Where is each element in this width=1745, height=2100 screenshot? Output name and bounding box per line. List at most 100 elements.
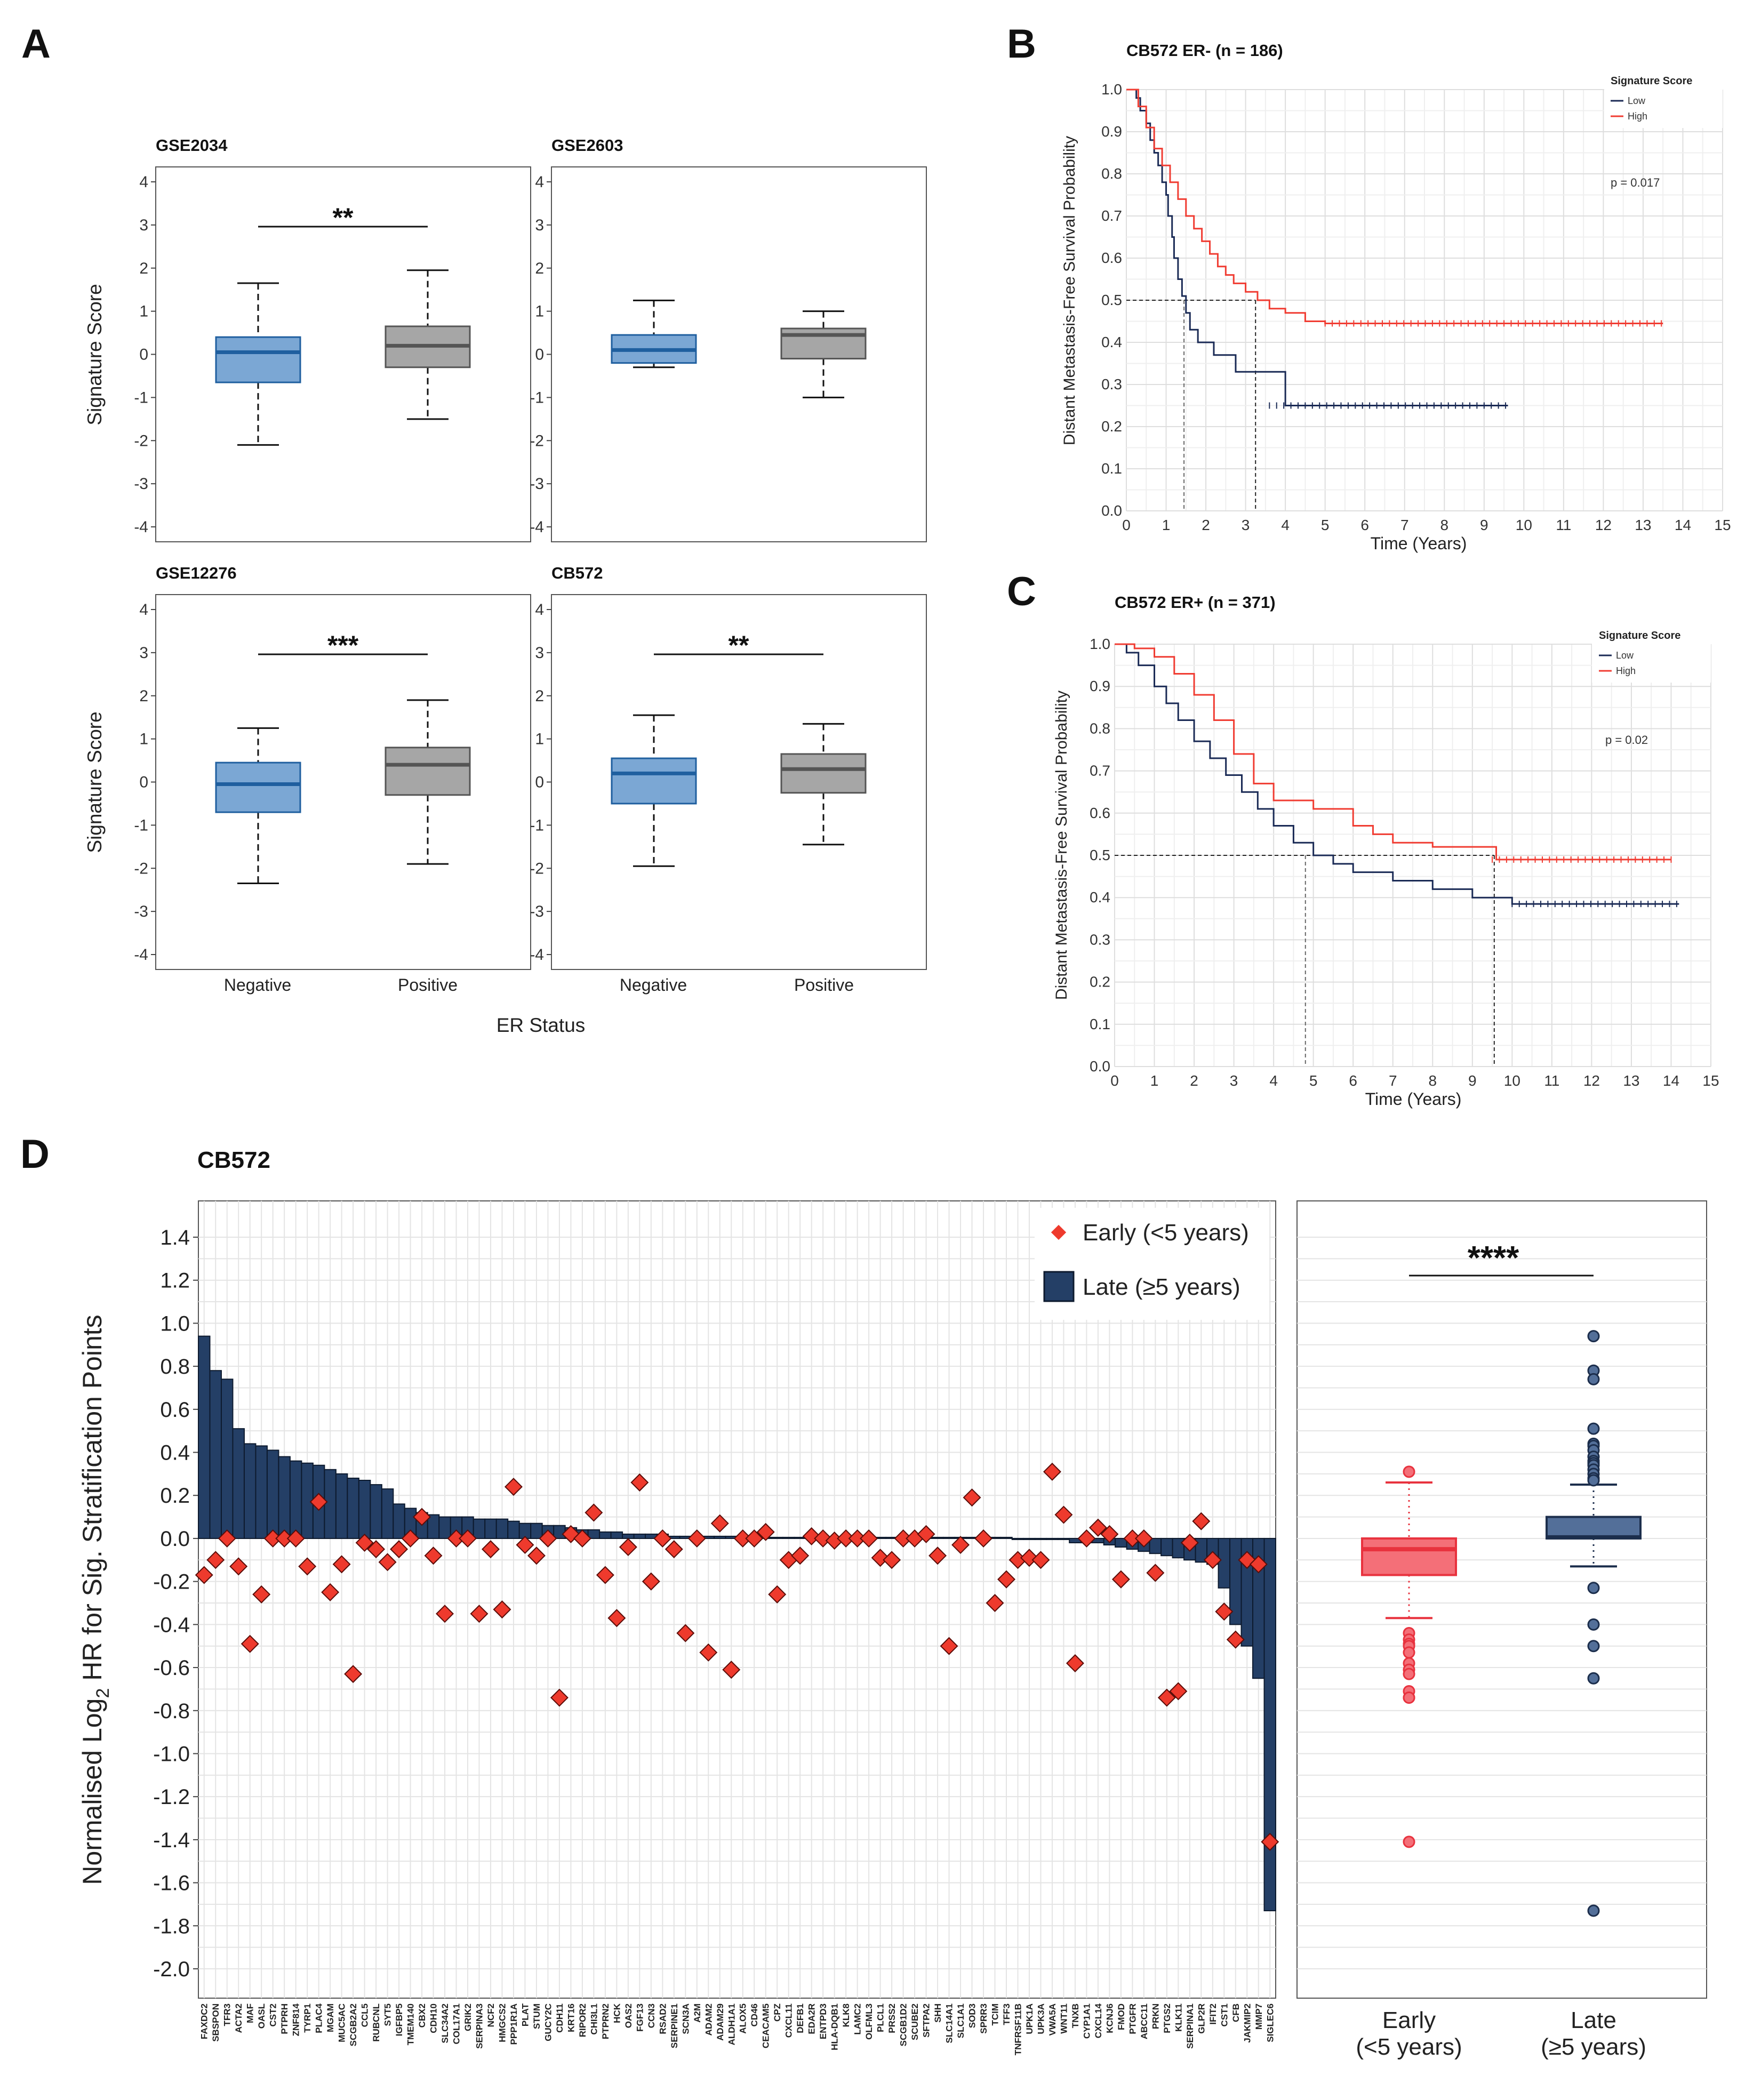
early-diamond: [607, 1609, 626, 1628]
late-bar: [530, 1522, 543, 1539]
gene-label: EDA2R: [807, 2003, 817, 2034]
y-tick-label: 1.2: [160, 1269, 190, 1293]
early-diamond: [928, 1546, 947, 1565]
early-diamond: [1077, 1529, 1096, 1548]
gene-label: WNT11: [1059, 2003, 1069, 2034]
outlier-point: [1587, 1904, 1600, 1917]
gene-label: CXCL11: [784, 2003, 794, 2038]
y-tick-label: 0.8: [160, 1355, 190, 1378]
x-tick-label: 9: [1468, 1072, 1477, 1089]
x-tick-label: 3: [1242, 517, 1250, 533]
y-tick-label: 0.8: [1101, 165, 1122, 182]
early-diamond: [367, 1540, 386, 1559]
legend: Early (<5 years) Late (≥5 years): [1035, 1208, 1269, 1320]
gene-label: CST1: [1219, 2003, 1229, 2026]
x-tick-label: 13: [1635, 517, 1651, 533]
early-diamond: [1203, 1551, 1222, 1569]
panel-label-d: D: [20, 1132, 50, 1177]
x-category-line: Late: [1571, 2007, 1616, 2033]
y-axis: 1.4 1.2 1.0 0.8 0.6 0.4 0.2 0.0 -0.2 -0.4 -0.6 -0.8…: [153, 1226, 198, 1981]
early-diamonds: [195, 1462, 1279, 1851]
gene-label: RIPOR2: [578, 2003, 588, 2037]
gene-label: CEACAM5: [761, 2003, 771, 2048]
early-diamond: [699, 1643, 718, 1662]
gene-label: ADAM2: [703, 2003, 714, 2035]
x-tick-label: 14: [1675, 517, 1691, 533]
y-tick-label: 0.6: [160, 1398, 190, 1422]
panel-d: CB572 1.4 1.2 1.0 0.8 0.6 0.4 0.2 0.0 -0.2 -0.4 -0…: [77, 1147, 1707, 2060]
late-bar: [610, 1531, 623, 1539]
y-tick-label: 1.0: [1090, 636, 1110, 652]
y-tick-label: 1: [535, 731, 544, 748]
y-axis: 4 3 2 1 0 -1 -2 -3 -4: [530, 173, 551, 536]
early-diamond: [447, 1529, 466, 1548]
gene-label: ALDH1A1: [726, 2003, 737, 2045]
y-tick-label: 0: [139, 346, 148, 364]
box-negative: [215, 762, 301, 813]
late-bar: [782, 1536, 795, 1539]
outlier-point: [1587, 1582, 1600, 1594]
early-diamond: [894, 1529, 912, 1548]
gene-label: SERPINE1: [669, 2003, 679, 2048]
x-tick-label: 10: [1516, 517, 1532, 533]
late-bar: [324, 1469, 337, 1539]
y-tick-label: -3: [134, 903, 148, 920]
gene-labels: FAXDC2 SBSPON TFR3 ACTA2 MAF OASL CST2 PTPRH ZNF…: [199, 2003, 1276, 2055]
box-negative: [215, 336, 301, 383]
gene-label: CD46: [749, 2003, 759, 2026]
gene-label: ADAM29: [715, 2003, 725, 2041]
y-tick-label: 4: [535, 173, 544, 191]
y-tick-label: 0.0: [160, 1527, 190, 1551]
early-diamond: [344, 1665, 363, 1684]
x-tick-label: Negative: [620, 975, 687, 995]
gene-label: PLAC4: [314, 2003, 324, 2033]
early-diamond: [951, 1536, 970, 1554]
y-tick-label: -0.2: [153, 1570, 190, 1594]
early-diamond: [1226, 1630, 1245, 1649]
y-tick-label: 0.2: [1090, 974, 1110, 990]
y-tick-label: 0.1: [1090, 1016, 1110, 1032]
gene-label: SOD3: [967, 2003, 978, 2028]
grid: [1126, 89, 1723, 511]
early-diamond: [1066, 1654, 1084, 1672]
outlier-point: [1587, 1618, 1600, 1631]
y-tick-label: 0.1: [1101, 460, 1122, 477]
gene-label: JAKMIP2: [1242, 2003, 1252, 2043]
gene-label: PTGS2: [1162, 2003, 1172, 2033]
gene-label: CYP1A1: [1082, 2003, 1092, 2039]
y-tick-label: 0.0: [1101, 502, 1122, 519]
y-tick-label: 0.4: [160, 1441, 190, 1465]
early-diamond: [596, 1566, 614, 1584]
gene-label: CHI3L1: [589, 2003, 599, 2035]
gene-label: STUM: [532, 2003, 542, 2029]
gene-label: SCN3A: [681, 2003, 691, 2034]
early-diamond: [722, 1661, 741, 1679]
late-bar: [1046, 1537, 1059, 1540]
box-positive: [780, 753, 867, 794]
y-tick-label: 3: [535, 644, 544, 662]
early-diamond: [1192, 1512, 1211, 1530]
x-tick-label: 5: [1321, 517, 1330, 533]
late-bar: [1034, 1537, 1047, 1540]
panel-b-km-er-negative: CB572 ER- (n = 186) 0.00.10.20.30.40.50.…: [1061, 41, 1731, 553]
y-axis-title-subscript: 2: [93, 1688, 113, 1698]
x-tick-label: 2: [1202, 517, 1210, 533]
x-tick-label: 12: [1583, 1072, 1600, 1089]
early-diamond: [1123, 1529, 1142, 1548]
gene-label: CDH11: [555, 2003, 565, 2033]
box-early: [1361, 1537, 1457, 1576]
x-axis-title: ER Status: [497, 1014, 586, 1036]
legend-early-swatch: [1051, 1224, 1067, 1240]
gene-label: KCNJ6: [1104, 2003, 1115, 2033]
gene-label: RSAD2: [658, 2003, 668, 2034]
y-tick-label: 0.4: [1101, 334, 1122, 350]
y-tick-label: 3: [535, 217, 544, 234]
early-diamond: [309, 1493, 328, 1511]
curve-low: [1126, 89, 1508, 406]
early-diamond: [997, 1570, 1015, 1589]
y-axis: 4 3 2 1 0 -1 -2 -3 -4: [134, 601, 156, 964]
late-bar: [622, 1533, 635, 1539]
gene-label: CBX2: [417, 2003, 427, 2027]
y-tick-label: 2: [139, 260, 148, 277]
plot-frame: [198, 1200, 1276, 1999]
